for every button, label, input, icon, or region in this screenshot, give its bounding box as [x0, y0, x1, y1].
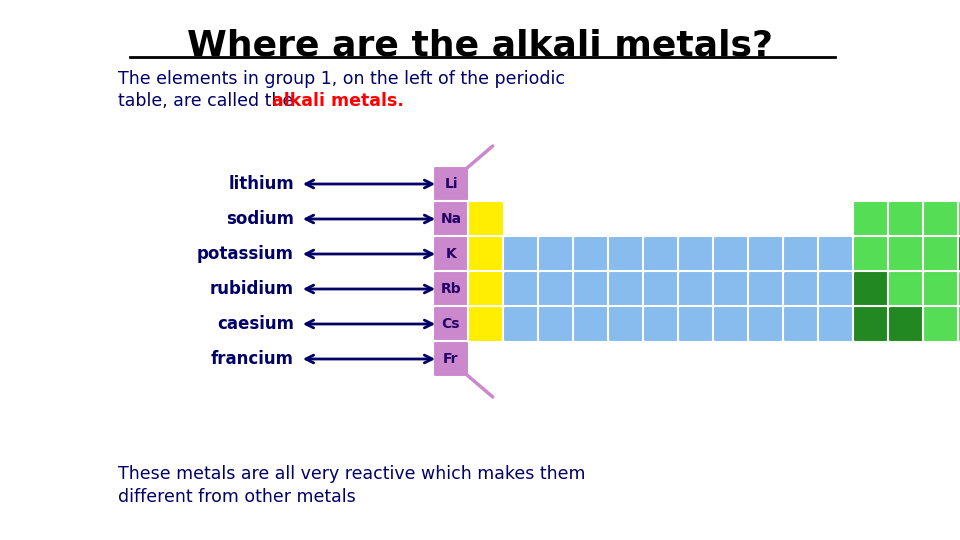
- Text: Where are the alkali metals?: Where are the alkali metals?: [187, 28, 773, 62]
- FancyBboxPatch shape: [678, 271, 714, 307]
- FancyBboxPatch shape: [818, 271, 854, 307]
- FancyBboxPatch shape: [468, 201, 504, 237]
- FancyBboxPatch shape: [783, 306, 819, 342]
- FancyBboxPatch shape: [678, 236, 714, 272]
- FancyBboxPatch shape: [853, 271, 889, 307]
- FancyBboxPatch shape: [748, 306, 784, 342]
- FancyBboxPatch shape: [538, 271, 574, 307]
- Text: lithium: lithium: [228, 175, 294, 193]
- Text: Rb: Rb: [441, 282, 462, 296]
- FancyBboxPatch shape: [573, 236, 609, 272]
- FancyBboxPatch shape: [748, 271, 784, 307]
- FancyBboxPatch shape: [958, 306, 960, 342]
- FancyBboxPatch shape: [433, 236, 469, 272]
- FancyBboxPatch shape: [503, 306, 539, 342]
- FancyBboxPatch shape: [748, 236, 784, 272]
- Text: table, are called the: table, are called the: [118, 92, 299, 110]
- FancyBboxPatch shape: [433, 166, 469, 202]
- Text: francium: francium: [211, 350, 294, 368]
- FancyBboxPatch shape: [433, 306, 469, 342]
- Text: sodium: sodium: [226, 210, 294, 228]
- FancyBboxPatch shape: [783, 236, 819, 272]
- FancyBboxPatch shape: [433, 201, 469, 237]
- FancyBboxPatch shape: [608, 236, 644, 272]
- FancyBboxPatch shape: [958, 201, 960, 237]
- Text: Cs: Cs: [442, 317, 460, 331]
- FancyBboxPatch shape: [468, 306, 504, 342]
- Text: The elements in group 1, on the left of the periodic: The elements in group 1, on the left of …: [118, 70, 565, 88]
- FancyBboxPatch shape: [888, 236, 924, 272]
- FancyBboxPatch shape: [503, 271, 539, 307]
- FancyBboxPatch shape: [923, 271, 959, 307]
- FancyBboxPatch shape: [853, 236, 889, 272]
- FancyBboxPatch shape: [818, 306, 854, 342]
- FancyBboxPatch shape: [783, 271, 819, 307]
- FancyBboxPatch shape: [573, 306, 609, 342]
- FancyBboxPatch shape: [503, 236, 539, 272]
- FancyBboxPatch shape: [713, 306, 749, 342]
- FancyBboxPatch shape: [538, 306, 574, 342]
- FancyBboxPatch shape: [643, 306, 679, 342]
- FancyBboxPatch shape: [713, 236, 749, 272]
- FancyBboxPatch shape: [888, 271, 924, 307]
- FancyBboxPatch shape: [888, 306, 924, 342]
- FancyBboxPatch shape: [713, 271, 749, 307]
- FancyBboxPatch shape: [853, 306, 889, 342]
- FancyBboxPatch shape: [643, 236, 679, 272]
- Text: Fr: Fr: [444, 352, 459, 366]
- FancyBboxPatch shape: [818, 236, 854, 272]
- FancyBboxPatch shape: [853, 201, 889, 237]
- Text: caesium: caesium: [217, 315, 294, 333]
- FancyBboxPatch shape: [643, 271, 679, 307]
- FancyBboxPatch shape: [678, 306, 714, 342]
- Text: different from other metals: different from other metals: [118, 488, 356, 506]
- FancyBboxPatch shape: [608, 306, 644, 342]
- Text: potassium: potassium: [197, 245, 294, 263]
- Text: K: K: [445, 247, 456, 261]
- Text: Na: Na: [441, 212, 462, 226]
- FancyBboxPatch shape: [888, 201, 924, 237]
- FancyBboxPatch shape: [923, 306, 959, 342]
- FancyBboxPatch shape: [573, 271, 609, 307]
- Text: rubidium: rubidium: [210, 280, 294, 298]
- FancyBboxPatch shape: [958, 236, 960, 272]
- FancyBboxPatch shape: [608, 271, 644, 307]
- Text: alkali metals.: alkali metals.: [272, 92, 404, 110]
- Text: Li: Li: [444, 177, 458, 191]
- FancyBboxPatch shape: [538, 236, 574, 272]
- FancyBboxPatch shape: [923, 236, 959, 272]
- FancyBboxPatch shape: [958, 271, 960, 307]
- FancyBboxPatch shape: [468, 271, 504, 307]
- FancyBboxPatch shape: [433, 341, 469, 377]
- Text: These metals are all very reactive which makes them: These metals are all very reactive which…: [118, 465, 586, 483]
- FancyBboxPatch shape: [468, 236, 504, 272]
- FancyBboxPatch shape: [433, 271, 469, 307]
- FancyBboxPatch shape: [923, 201, 959, 237]
